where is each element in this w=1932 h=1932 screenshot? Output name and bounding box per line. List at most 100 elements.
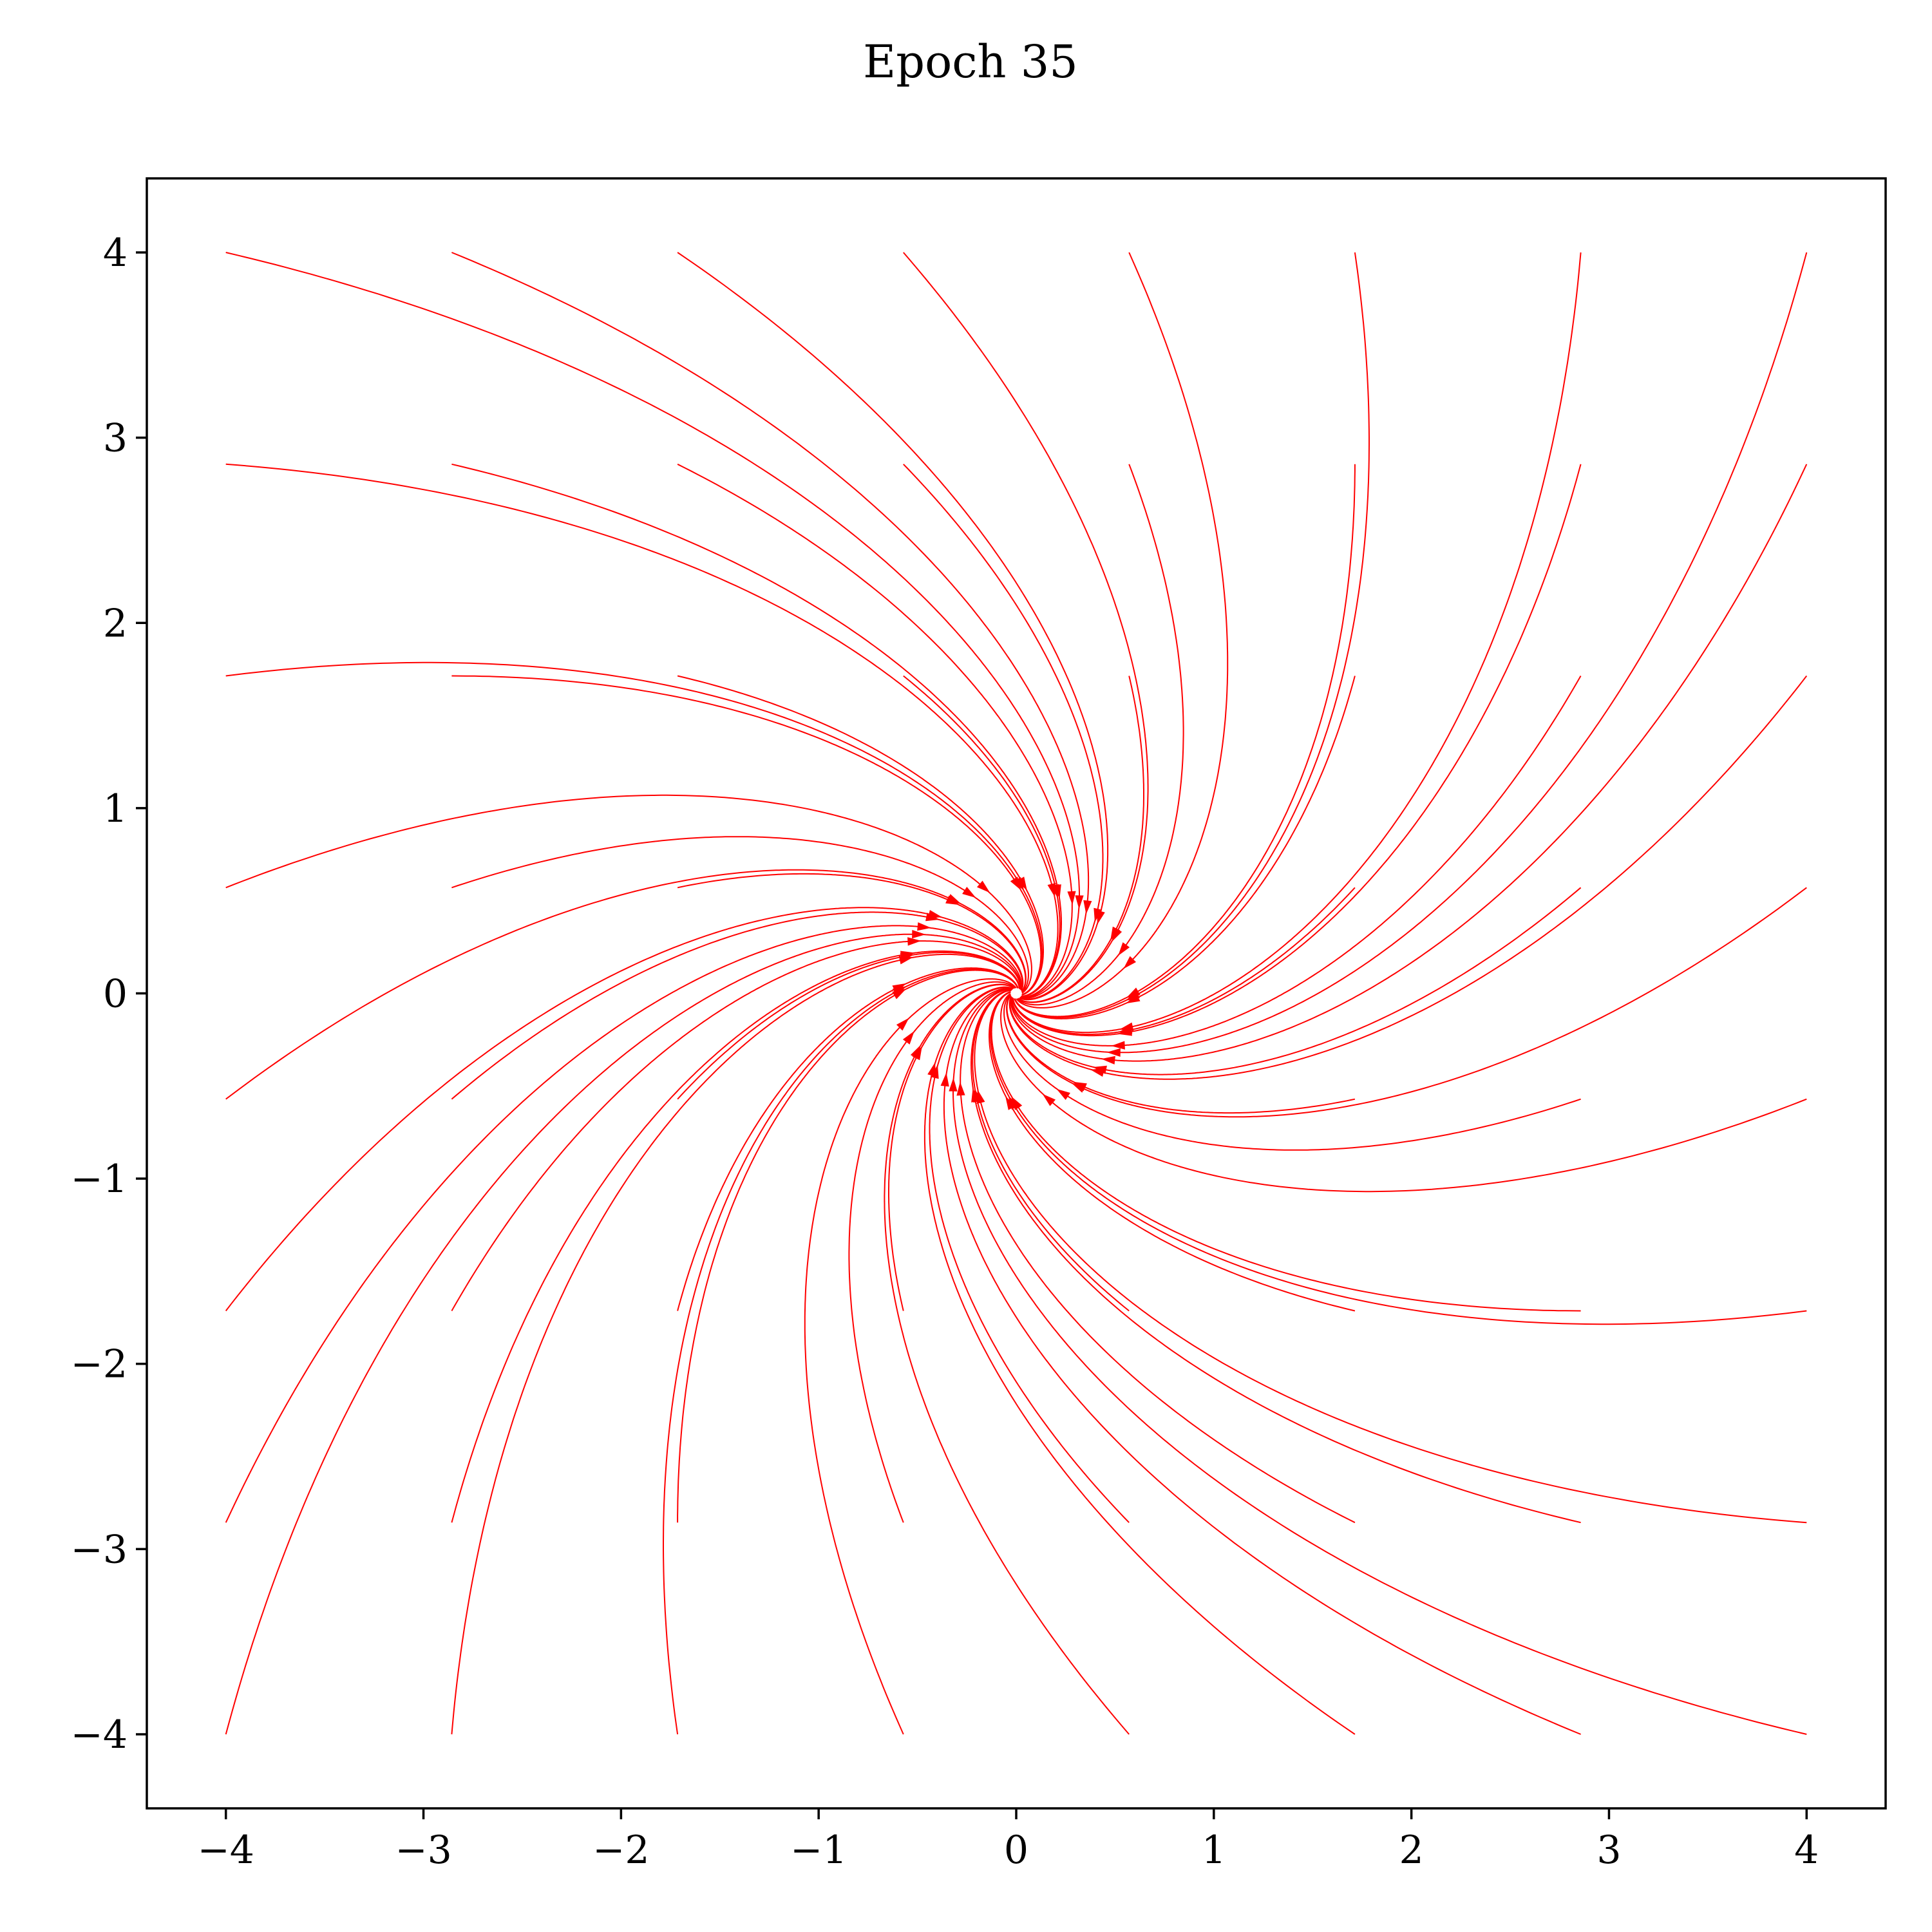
streamline bbox=[1009, 675, 1808, 1080]
streamline bbox=[677, 952, 1020, 1100]
streamline-arrow bbox=[1067, 891, 1076, 905]
streamline-arrow bbox=[900, 952, 914, 961]
streamline-arrow bbox=[1050, 884, 1059, 899]
y-tick-label: −3 bbox=[71, 1527, 128, 1572]
streamline-arrow bbox=[1101, 1056, 1115, 1065]
streamline bbox=[1018, 676, 1144, 1003]
x-tick-label: −4 bbox=[198, 1828, 254, 1873]
streamline bbox=[225, 661, 1043, 996]
x-tick-label: 2 bbox=[1399, 1828, 1424, 1873]
streamline bbox=[1012, 464, 1582, 1037]
x-tick-label: 3 bbox=[1596, 1828, 1621, 1873]
streamline-arrow bbox=[902, 1030, 914, 1045]
y-tick-label: 2 bbox=[103, 601, 128, 646]
streamline-arrow bbox=[1010, 876, 1021, 891]
streamline-arrow bbox=[1005, 1095, 1016, 1110]
y-tick-label: −2 bbox=[71, 1342, 128, 1387]
streamline bbox=[677, 873, 1027, 992]
streamline-arrow bbox=[1094, 907, 1103, 922]
streamline bbox=[451, 463, 1062, 998]
streamline bbox=[225, 925, 1023, 1523]
streamline-arrow bbox=[1042, 1094, 1056, 1106]
y-tick-label: −1 bbox=[71, 1157, 128, 1202]
streamline-arrow bbox=[1126, 993, 1141, 1004]
streamline bbox=[451, 836, 1029, 993]
x-axis: −4 −3 −2 −1 0 1 2 3 4 bbox=[198, 1808, 1819, 1873]
streamline-arrow bbox=[1106, 1048, 1121, 1057]
streamline bbox=[929, 987, 1130, 1523]
streamline-arrow bbox=[940, 1072, 949, 1087]
streamline bbox=[1016, 464, 1184, 1006]
streamline bbox=[1016, 252, 1229, 1009]
y-tick-label: 4 bbox=[103, 231, 128, 276]
streamline bbox=[903, 252, 1149, 1003]
x-tick-label: 0 bbox=[1004, 1828, 1028, 1873]
streamline bbox=[1012, 887, 1356, 1035]
x-tick-label: 1 bbox=[1202, 1828, 1226, 1873]
streamline bbox=[451, 940, 1021, 1311]
streamline-arrow bbox=[1075, 895, 1084, 909]
streamline bbox=[903, 464, 1104, 1000]
streamline-arrow bbox=[1056, 1088, 1070, 1101]
streamline bbox=[1014, 676, 1356, 1019]
streamline bbox=[972, 989, 1130, 1312]
streamline-arrow bbox=[907, 937, 922, 946]
streamline bbox=[1000, 993, 1807, 1193]
streamline bbox=[451, 911, 1023, 1100]
streamline bbox=[225, 933, 1022, 1735]
chart-title: Epoch 35 bbox=[863, 35, 1078, 88]
streamline bbox=[677, 252, 1109, 1001]
streamline bbox=[677, 967, 1019, 1311]
streamline bbox=[225, 907, 1024, 1312]
streamline bbox=[1009, 887, 1582, 1075]
streamline-arrow bbox=[1123, 956, 1137, 969]
x-tick-label: −2 bbox=[592, 1828, 649, 1873]
streamline bbox=[903, 675, 1061, 998]
streamline bbox=[1006, 994, 1356, 1114]
streamline bbox=[960, 989, 1356, 1524]
streamline bbox=[888, 984, 1015, 1311]
streamline bbox=[943, 987, 1581, 1735]
streamline bbox=[990, 991, 1581, 1312]
streamline bbox=[225, 252, 1080, 999]
streamline-arrow bbox=[1117, 1027, 1133, 1036]
streamline-arrow bbox=[925, 913, 940, 922]
streamline bbox=[1011, 676, 1582, 1046]
streamline bbox=[1003, 994, 1581, 1151]
streamline-arrow bbox=[1016, 876, 1027, 891]
y-tick-label: 3 bbox=[103, 416, 128, 461]
streamline bbox=[1010, 464, 1808, 1062]
streamline-arrow bbox=[949, 1077, 958, 1092]
axes-frame bbox=[146, 177, 1887, 1810]
streamlines bbox=[225, 252, 1808, 1735]
streamline-arrow bbox=[912, 929, 926, 939]
streamline bbox=[677, 675, 1044, 996]
streamline-arrow bbox=[956, 1081, 965, 1096]
streamline-arrow bbox=[912, 1046, 922, 1061]
streamline-arrow bbox=[971, 1088, 980, 1103]
x-tick-label: −1 bbox=[790, 1828, 847, 1873]
streamline-arrow bbox=[1126, 987, 1141, 998]
streamline-arrow bbox=[1118, 942, 1130, 956]
streamline bbox=[1014, 464, 1356, 1018]
streamline bbox=[971, 989, 1581, 1524]
streamline bbox=[1010, 252, 1808, 1054]
streamline bbox=[952, 988, 1807, 1735]
streamline bbox=[225, 794, 1032, 994]
x-tick-label: −3 bbox=[395, 1828, 451, 1873]
streamline-arrow bbox=[1083, 900, 1092, 914]
streamline-arrow bbox=[896, 1018, 909, 1031]
streamline-arrow bbox=[1072, 1081, 1087, 1092]
streamline-arrow bbox=[976, 880, 990, 893]
streamline-arrow bbox=[930, 1065, 939, 1079]
streamline-arrow bbox=[945, 895, 960, 905]
streamline bbox=[1014, 252, 1370, 1018]
streamline bbox=[663, 969, 1019, 1735]
streamline-arrow bbox=[1110, 926, 1121, 941]
streamline-arrow bbox=[1011, 1096, 1023, 1110]
streamline-arrows bbox=[892, 876, 1141, 1110]
streamline bbox=[923, 986, 1356, 1735]
streamline-arrow bbox=[1092, 1065, 1107, 1074]
x-tick-label: 4 bbox=[1794, 1828, 1819, 1873]
